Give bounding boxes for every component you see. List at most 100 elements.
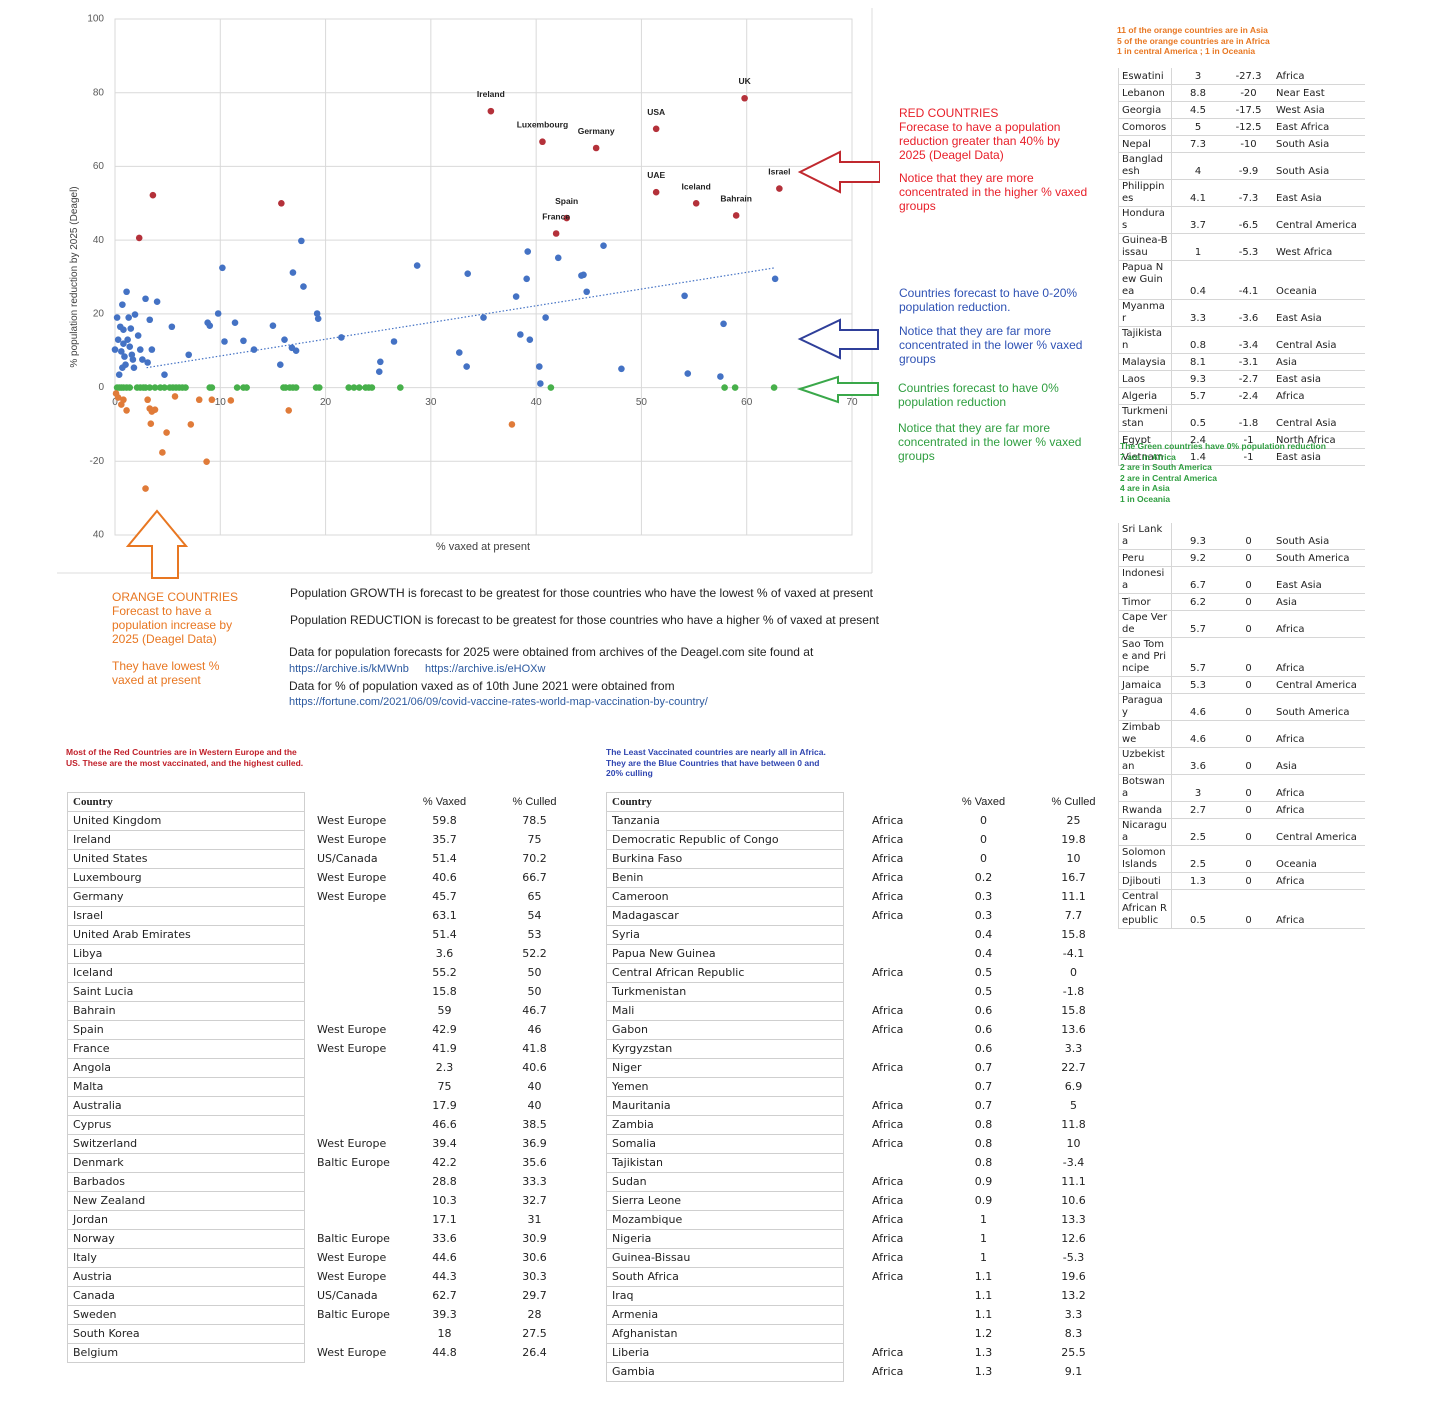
table-cell: Armenia bbox=[606, 1305, 844, 1325]
table-cell bbox=[305, 1116, 401, 1135]
table-row: Barbados 28.8 33.3 bbox=[67, 1172, 581, 1192]
table-cell: 0 bbox=[1224, 593, 1273, 611]
table-row: Cyprus 46.6 38.5 bbox=[67, 1115, 581, 1135]
point bbox=[120, 326, 127, 334]
point bbox=[115, 371, 123, 378]
table-cell: Africa bbox=[1273, 801, 1365, 819]
table-cell: 28 bbox=[527, 1308, 542, 1321]
table-cell: 42.9 bbox=[432, 1023, 457, 1036]
table-cell: 59 bbox=[437, 1004, 452, 1017]
source-link[interactable]: https://fortune.com/2021/06/09/covid-vac… bbox=[289, 696, 708, 708]
table-cell: Africa bbox=[872, 1175, 904, 1188]
table-row: Yemen 0.7 6.9 bbox=[606, 1077, 1120, 1097]
table-cell: 8.1 bbox=[1171, 353, 1224, 371]
table-cell bbox=[844, 945, 940, 964]
table-cell: Central African Republic bbox=[606, 963, 844, 983]
table-cell: Madagascar bbox=[606, 906, 844, 926]
table-cell: 51.4 bbox=[432, 928, 457, 941]
table-cell: 51.4 bbox=[432, 852, 457, 865]
point bbox=[124, 336, 131, 343]
point bbox=[368, 384, 376, 391]
table-cell: Jamaica bbox=[1118, 676, 1172, 694]
table-cell: Central America bbox=[1273, 676, 1365, 694]
table-cell: 2.4 bbox=[1171, 431, 1224, 449]
point bbox=[144, 396, 151, 404]
table-row: Sudan Africa 0.9 11.1 bbox=[606, 1172, 1120, 1192]
table-cell: Philippines bbox=[1118, 179, 1172, 207]
table-row: Afghanistan 1.2 8.3 bbox=[606, 1324, 1120, 1344]
table-cell: 0.9 bbox=[974, 1175, 993, 1188]
table-row: France West Europe 41.9 41.8 bbox=[67, 1039, 581, 1059]
source-link[interactable]: https://archive.is/kMWnb bbox=[289, 663, 409, 675]
point bbox=[285, 407, 293, 414]
table-cell: 19.8 bbox=[1061, 833, 1086, 846]
table-cell: 1 bbox=[980, 1232, 987, 1245]
table-cell: -20 bbox=[1224, 84, 1273, 102]
red-arrow bbox=[797, 150, 880, 194]
point bbox=[149, 191, 157, 199]
table-cell: Liberia bbox=[606, 1343, 844, 1363]
table-row: Iraq 1.1 13.2 bbox=[606, 1286, 1120, 1306]
point bbox=[148, 346, 156, 353]
note-line: 11 of the orange countries are in Asia bbox=[1117, 25, 1268, 35]
table-row: Mauritania Africa 0.7 5 bbox=[606, 1096, 1120, 1116]
table-cell: 0.5 bbox=[1171, 404, 1224, 432]
table-cell: Denmark bbox=[67, 1153, 305, 1173]
red-annotation: RED COUNTRIES Forecase to have a populat… bbox=[899, 106, 1089, 213]
table-cell: Africa bbox=[872, 833, 904, 846]
point bbox=[289, 269, 297, 276]
point bbox=[315, 384, 323, 391]
table-cell: Malaysia bbox=[1118, 353, 1172, 371]
table-cell: 0 bbox=[1224, 610, 1273, 638]
table-cell: 1.4 bbox=[1171, 448, 1224, 466]
table-cell: 41.9 bbox=[432, 1042, 457, 1055]
table-cell: Bahrain bbox=[67, 1001, 305, 1021]
table-row: Egypt 2.4 -1 North Africa bbox=[1118, 431, 1365, 449]
y-tick-label: 0 bbox=[98, 382, 104, 393]
point-label: Israel bbox=[768, 167, 790, 177]
table-cell: -3.4 bbox=[1062, 1156, 1085, 1169]
point bbox=[508, 421, 516, 428]
table-row: Tajikistan 0.8 -3.4 Central Asia bbox=[1118, 326, 1365, 354]
table-cell: Gambia bbox=[606, 1362, 844, 1382]
table-cell: 54 bbox=[527, 909, 542, 922]
table-cell: -10 bbox=[1224, 135, 1273, 153]
table-cell: -7.3 bbox=[1224, 179, 1273, 207]
source-link[interactable]: https://archive.is/eHOXw bbox=[425, 663, 546, 675]
point bbox=[135, 234, 143, 242]
table-cell bbox=[844, 1306, 940, 1325]
table-cell bbox=[305, 1097, 401, 1116]
table-cell: 0 bbox=[980, 814, 987, 827]
point bbox=[130, 364, 138, 371]
table-cell: Solomon Islands bbox=[1118, 845, 1172, 873]
x-tick-label: 10 bbox=[215, 397, 227, 408]
table-cell: 27.5 bbox=[522, 1327, 547, 1340]
table-cell: -1.8 bbox=[1062, 985, 1085, 998]
table-row: Paraguay 4.6 0 South America bbox=[1118, 693, 1365, 721]
table-cell: 7.7 bbox=[1064, 909, 1083, 922]
table-cell: 55.2 bbox=[432, 966, 457, 979]
table-cell: 40 bbox=[527, 1080, 542, 1093]
orange-arrow bbox=[125, 509, 189, 579]
table-row: Libya 3.6 52.2 bbox=[67, 944, 581, 964]
table-cell: West Asia bbox=[1273, 101, 1365, 119]
source-text: Data for population forecasts for 2025 w… bbox=[289, 645, 814, 659]
table-cell: Africa bbox=[872, 909, 904, 922]
table-row: Jamaica 5.3 0 Central America bbox=[1118, 676, 1365, 694]
note-line: The Green countries have 0% population r… bbox=[1120, 441, 1326, 451]
table-cell: Afghanistan bbox=[606, 1324, 844, 1344]
table-cell: 11.8 bbox=[1061, 1118, 1086, 1131]
table-cell: Benin bbox=[606, 868, 844, 888]
table-cell: 0.4 bbox=[974, 947, 993, 960]
header-cell: Country bbox=[606, 792, 844, 812]
table-cell: 4.1 bbox=[1171, 179, 1224, 207]
point-label: Iceland bbox=[682, 181, 711, 191]
table-cell bbox=[844, 1287, 940, 1306]
note-line: 1 in Oceania bbox=[1120, 493, 1171, 504]
point bbox=[281, 336, 288, 343]
table-cell: Africa bbox=[1273, 872, 1365, 890]
point bbox=[208, 396, 216, 404]
table-cell: Cameroon bbox=[606, 887, 844, 907]
point bbox=[554, 254, 562, 262]
table-cell: 1.1 bbox=[974, 1270, 993, 1283]
